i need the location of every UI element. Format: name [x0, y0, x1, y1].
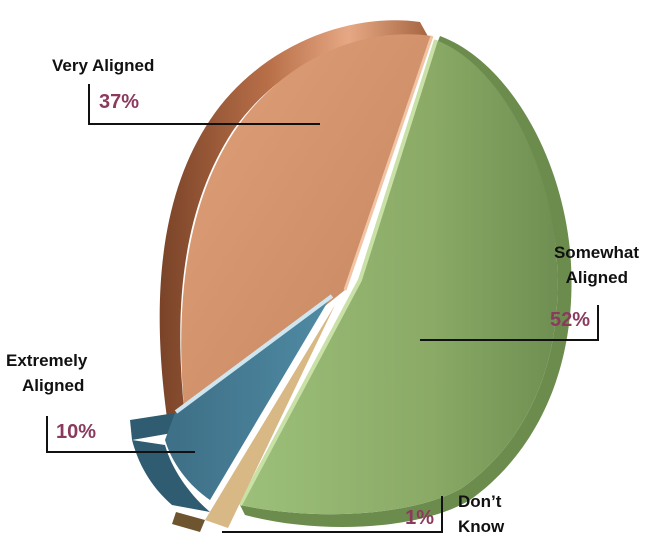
leader-extremely-aligned: [46, 416, 195, 453]
value-extremely-aligned: 10%: [56, 421, 96, 443]
leader-somewhat-aligned: [420, 305, 599, 341]
slice-somewhat-aligned-top: [240, 40, 558, 515]
label-somewhat-aligned-line1: Somewhat: [554, 243, 639, 262]
slice-very-aligned: [159, 20, 434, 425]
slice-very-aligned-top: [181, 34, 432, 418]
value-dont-know: 1%: [405, 507, 434, 529]
slice-very-aligned-edge: [343, 35, 434, 291]
value-very-aligned: 37%: [99, 91, 139, 113]
label-extremely-aligned-line1: Extremely: [6, 351, 88, 370]
slice-dont-know-top: [205, 305, 335, 528]
slice-somewhat-aligned: [238, 36, 572, 527]
slice-extremely-aligned-side: [130, 413, 178, 440]
label-extremely-aligned-line2: Aligned: [22, 376, 84, 395]
label-very-aligned: Very Aligned: [52, 56, 154, 75]
slice-extremely-aligned: [130, 294, 334, 512]
slice-somewhat-aligned-edge: [238, 39, 438, 506]
slice-dont-know-side: [172, 512, 205, 532]
slice-very-aligned-rim: [159, 20, 430, 425]
slice-extremely-aligned-rim: [132, 440, 210, 512]
label-dont-know-line2: Know: [458, 517, 505, 536]
slice-dont-know: [172, 305, 335, 532]
leader-dont-know: [222, 496, 443, 533]
label-dont-know-line1: Don’t: [458, 492, 502, 511]
label-somewhat-aligned-line2: Aligned: [566, 268, 628, 287]
value-somewhat-aligned: 52%: [550, 309, 590, 331]
leader-very-aligned: [88, 84, 320, 125]
slice-extremely-aligned-top: [165, 298, 330, 500]
slice-extremely-aligned-edge: [174, 294, 334, 414]
